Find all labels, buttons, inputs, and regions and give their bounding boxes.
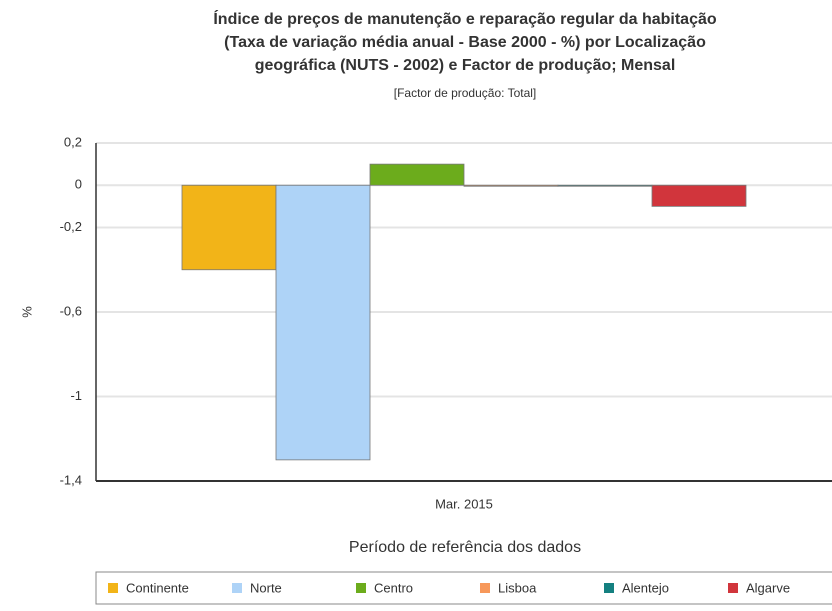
x-axis-title: Período de referência dos dados — [349, 539, 581, 556]
legend-swatch — [232, 583, 242, 593]
legend-swatch — [480, 583, 490, 593]
legend-label: Centro — [374, 580, 413, 595]
bar — [181, 184, 277, 271]
legend-label: Continente — [126, 580, 189, 595]
bar — [275, 184, 371, 461]
legend-box — [95, 571, 832, 605]
legend-label: Algarve — [746, 580, 790, 595]
bar — [463, 184, 559, 187]
bar — [557, 184, 653, 187]
y-tick-label: -0,2 — [60, 219, 82, 234]
chart-title: geográfica (NUTS - 2002) e Factor de pro… — [255, 57, 676, 74]
y-tick-label: -1 — [70, 388, 82, 403]
y-tick-label: -1,4 — [60, 472, 82, 487]
legend-label: Alentejo — [622, 580, 669, 595]
legend-swatch — [728, 583, 738, 593]
bar — [369, 163, 465, 186]
legend-label: Norte — [250, 580, 282, 595]
y-axis-title: % — [19, 306, 34, 318]
legend-swatch — [604, 583, 614, 593]
y-tick-label: 0,2 — [64, 134, 82, 149]
chart-subtitle: [Factor de produção: Total] — [394, 86, 537, 100]
x-tick-label: Mar. 2015 — [435, 496, 493, 511]
legend-swatch — [108, 583, 118, 593]
legend-swatch — [356, 583, 366, 593]
chart-title: Índice de preços de manutenção e reparaç… — [213, 9, 717, 28]
y-tick-label: -0,6 — [60, 303, 82, 318]
chart-title: (Taxa de variação média anual - Base 200… — [224, 34, 706, 51]
legend-label: Lisboa — [498, 580, 537, 595]
y-tick-label: 0 — [75, 177, 82, 192]
bar — [651, 184, 747, 207]
